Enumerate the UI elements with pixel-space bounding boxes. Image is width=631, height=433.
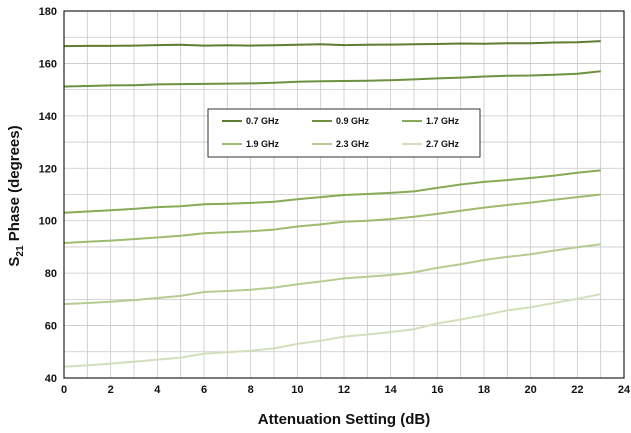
legend-label: 2.7 GHz — [426, 139, 460, 149]
y-tick-label: 160 — [39, 58, 57, 70]
series-line-0 — [63, 40, 601, 48]
x-axis-title: Attenuation Setting (dB) — [258, 411, 430, 428]
series-line-2 — [63, 169, 601, 214]
series-line-5 — [63, 293, 601, 368]
x-tick-label: 18 — [478, 384, 490, 396]
x-tick-label: 24 — [618, 384, 631, 396]
y-axis-title-suffix: Phase (degrees) — [6, 125, 23, 245]
plot-area-border — [63, 10, 625, 379]
y-tick-label: 80 — [45, 268, 57, 280]
series-line-3 — [63, 193, 601, 244]
x-tick-label: 6 — [201, 384, 207, 396]
x-tick-label: 22 — [571, 384, 583, 396]
series-line-4 — [63, 243, 601, 306]
x-tick-label: 8 — [248, 384, 254, 396]
y-tick-label: 60 — [45, 321, 57, 333]
x-tick-label: 4 — [154, 384, 161, 396]
x-tick-label: 0 — [61, 384, 67, 396]
x-tick-label: 16 — [431, 384, 443, 396]
series-line-1 — [63, 70, 601, 88]
y-tick-labels: 40 60 80 100 120 140 160 180 — [39, 6, 57, 385]
legend-label: 2.3 GHz — [336, 139, 370, 149]
y-axis-title-prefix: S — [6, 257, 23, 267]
x-tick-label: 12 — [338, 384, 350, 396]
x-tick-labels: 0 2 4 6 8 10 12 14 16 18 20 22 24 — [61, 384, 631, 396]
series-lines — [63, 40, 601, 368]
legend: 0.7 GHz 0.9 GHz 1.7 GHz 1.9 GHz 2.3 GHz 2.7 G… — [207, 108, 481, 158]
x-tick-label: 14 — [385, 384, 398, 396]
x-tick-label: 2 — [108, 384, 114, 396]
y-tick-label: 140 — [39, 111, 57, 123]
legend-label: 0.9 GHz — [336, 116, 370, 126]
legend-box — [207, 108, 481, 158]
legend-label: 0.7 GHz — [246, 116, 280, 126]
y-tick-label: 120 — [39, 163, 57, 175]
legend-label: 1.9 GHz — [246, 139, 280, 149]
y-tick-label: 180 — [39, 6, 57, 18]
y-axis-title: S21 Phase (degrees) — [6, 125, 26, 266]
y-tick-label: 40 — [45, 373, 57, 385]
legend-label: 1.7 GHz — [426, 116, 460, 126]
y-axis-title-subscript: 21 — [15, 245, 26, 257]
y-tick-label: 100 — [39, 216, 57, 228]
x-tick-label: 20 — [525, 384, 537, 396]
x-tick-label: 10 — [291, 384, 303, 396]
